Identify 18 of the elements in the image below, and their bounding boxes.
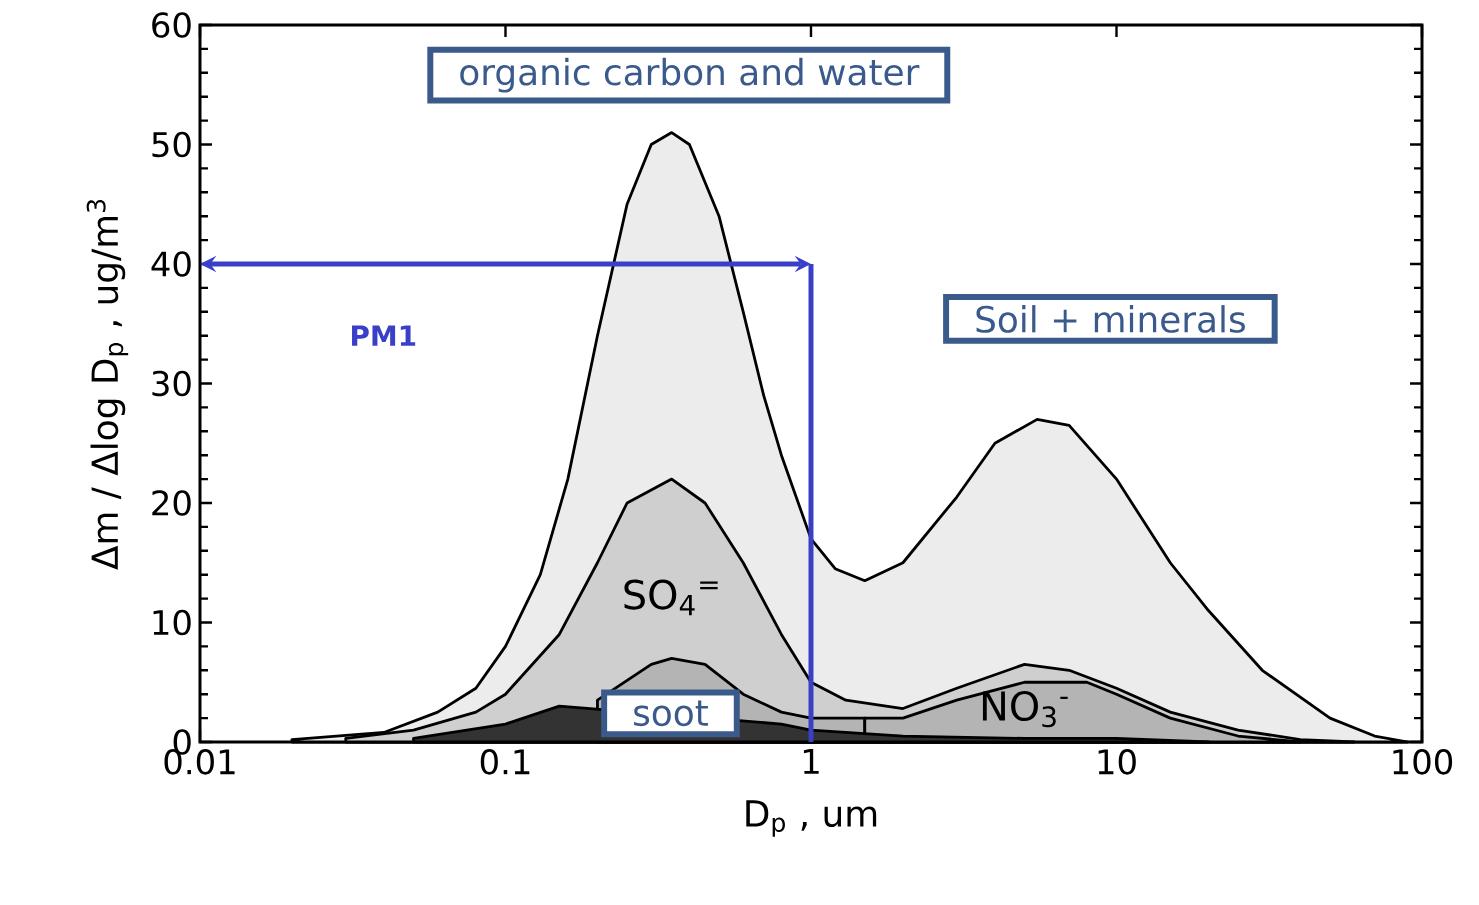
y-tick-label: 60 <box>152 12 191 38</box>
y-tick-label: 20 <box>152 490 191 516</box>
series-label: SO$_{4}$= <box>624 579 718 616</box>
annotation: Soil + minerals <box>976 305 1245 333</box>
x-tick-label: 1 <box>803 749 819 774</box>
y-tick-label: 10 <box>153 609 191 636</box>
y-axis-title: Δm / Δlog D$_{p}$ , ug/m$^{3}$ <box>86 199 129 570</box>
x-tick-label: 100 <box>1393 749 1453 775</box>
x-axis-title: D$_{p}$ , um <box>746 800 877 837</box>
ref-line-label: PM1 <box>352 325 416 346</box>
y-tick-label: 50 <box>152 131 191 158</box>
y-tick-label: 30 <box>152 370 191 397</box>
series-label: NO$_{3}$- <box>982 690 1068 728</box>
y-tick-label: 40 <box>151 251 191 277</box>
annotation: organic carbon and water <box>460 57 920 93</box>
x-tick-label: 0.1 <box>480 749 530 775</box>
x-tick-label: 10 <box>1098 749 1136 775</box>
annotation: soot <box>634 700 708 727</box>
